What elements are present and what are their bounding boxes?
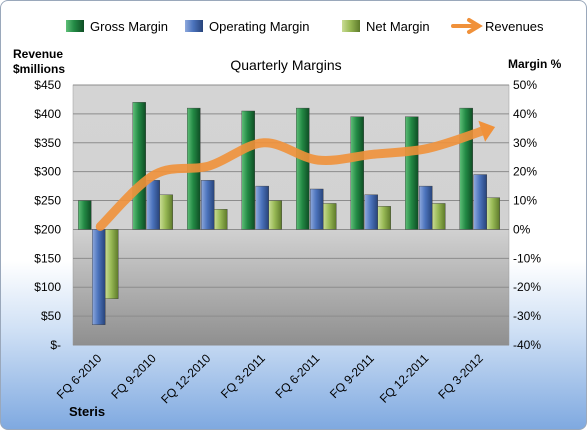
- left-tick-label: $450: [34, 78, 61, 92]
- bar-net-margin: [432, 203, 446, 230]
- right-tick-label: 0%: [513, 222, 531, 236]
- bar-gross-margin: [459, 107, 473, 230]
- legend-swatch-revenues: [451, 18, 483, 34]
- legend-swatch-gross-margin: [66, 20, 84, 32]
- left-tick-label: $100: [34, 280, 61, 294]
- right-tick-label: 40%: [513, 107, 537, 121]
- right-tick-label: 50%: [513, 78, 537, 92]
- right-tick-label: 10%: [513, 194, 537, 208]
- left-tick-label: $150: [34, 251, 61, 265]
- bar-net-margin: [323, 203, 337, 230]
- bar-operating-margin: [310, 188, 324, 230]
- legend-swatch-operating-margin: [185, 20, 203, 32]
- bar-gross-margin: [350, 116, 364, 230]
- bar-net-margin: [268, 200, 282, 230]
- bar-operating-margin: [92, 229, 106, 325]
- bar-net-margin: [105, 229, 119, 299]
- left-tick-label: $350: [34, 136, 61, 150]
- left-tick-label: $200: [34, 222, 61, 236]
- category-label: FQ 3-2011: [218, 351, 268, 401]
- bar-net-margin: [486, 197, 500, 230]
- bar-operating-margin: [364, 194, 378, 230]
- left-tick-label: $50: [41, 309, 61, 323]
- revenue-line-path: [95, 126, 487, 232]
- bar-operating-margin: [473, 174, 487, 230]
- right-tick-label: -30%: [513, 309, 541, 323]
- right-tick-label: -40%: [513, 338, 541, 352]
- bar-operating-margin: [201, 180, 215, 230]
- category-label: FQ 6-2010: [54, 351, 105, 402]
- bar-operating-margin: [146, 180, 160, 230]
- bar-gross-margin: [132, 102, 146, 230]
- right-axis-label: Margin %: [508, 57, 562, 71]
- legend-swatch-net-margin: [342, 20, 360, 32]
- bar-operating-margin: [419, 185, 433, 230]
- bar-net-margin: [377, 206, 391, 230]
- legend: Gross Margin Operating Margin Net Margin…: [66, 18, 544, 34]
- chart-title: Quarterly Margins: [230, 57, 341, 73]
- revenue-line: [95, 120, 496, 232]
- bar-operating-margin: [255, 185, 269, 230]
- left-axis-label-line2: $millions: [13, 62, 65, 76]
- bar-gross-margin: [241, 110, 255, 230]
- bar-gross-margin: [296, 107, 310, 230]
- company-name: Steris: [69, 404, 105, 419]
- legend-label-gross-margin: Gross Margin: [90, 19, 168, 34]
- left-axis-label-line1: Revenue: [13, 47, 63, 61]
- bar-net-margin: [159, 194, 173, 230]
- bars: [78, 102, 500, 325]
- right-tick-label: -20%: [513, 280, 541, 294]
- category-label: FQ 6-2011: [273, 351, 323, 401]
- left-tick-label: $300: [34, 165, 61, 179]
- category-label: FQ 12-2010: [158, 351, 213, 406]
- bar-gross-margin: [78, 200, 92, 230]
- category-label: FQ 9-2010: [108, 351, 159, 402]
- legend-label-net-margin: Net Margin: [366, 19, 430, 34]
- bar-net-margin: [214, 209, 228, 230]
- right-tick-label: 30%: [513, 136, 537, 150]
- legend-label-revenues: Revenues: [485, 19, 544, 34]
- left-tick-label: $400: [34, 107, 61, 121]
- legend-label-operating-margin: Operating Margin: [209, 19, 309, 34]
- category-label: FQ 12-2011: [377, 351, 432, 406]
- right-tick-label: 20%: [513, 165, 537, 179]
- category-label: FQ 9-2011: [327, 351, 377, 401]
- category-label: FQ 3-2012: [435, 351, 486, 402]
- left-tick-label: $250: [34, 194, 61, 208]
- right-tick-label: -10%: [513, 251, 541, 265]
- bar-gross-margin: [405, 116, 419, 230]
- revenue-arrowhead: [478, 120, 496, 142]
- left-tick-label: $-: [50, 338, 61, 352]
